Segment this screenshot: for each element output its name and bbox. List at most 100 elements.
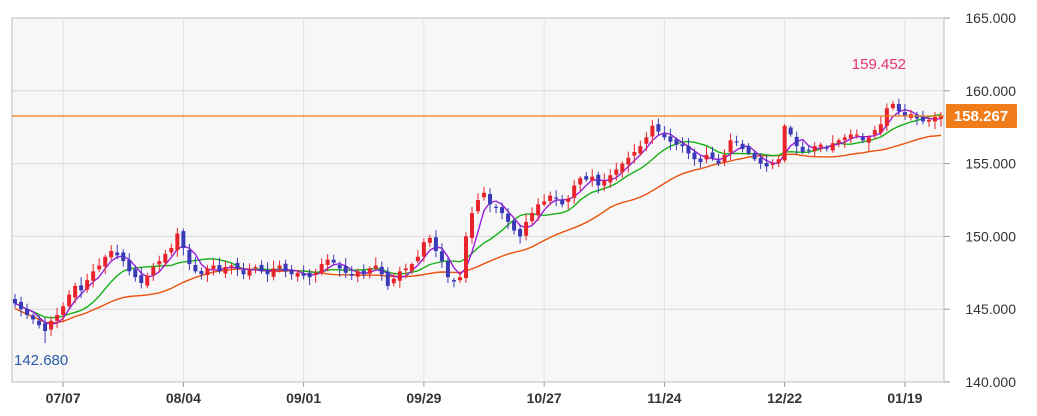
x-tick-label: 11/24: [647, 390, 681, 406]
moving-average-lines: [14, 108, 942, 325]
candle-body: [896, 103, 901, 112]
x-tick-label: 12/22: [767, 390, 802, 406]
candle-body: [818, 144, 823, 148]
candle-body: [572, 185, 577, 198]
candle-body: [506, 213, 511, 222]
candle-body: [397, 271, 402, 281]
candle-body: [848, 134, 853, 139]
candle-body: [830, 143, 835, 151]
candle-body: [427, 237, 432, 243]
candle-body: [139, 275, 144, 283]
candle-body: [842, 137, 847, 141]
ma-long-line: [14, 134, 942, 324]
candle-body: [379, 266, 384, 275]
candle-body: [49, 320, 54, 330]
y-tick-label: 140.000: [965, 374, 1016, 390]
candle-body: [175, 233, 180, 251]
candle-body: [836, 140, 841, 143]
candle-body: [938, 116, 943, 119]
candle-body: [421, 242, 426, 257]
candle-body: [301, 273, 306, 276]
candle-body: [151, 266, 156, 275]
candle-body: [734, 141, 739, 143]
candle-body: [373, 265, 378, 269]
candle-body: [55, 315, 60, 321]
x-tick-label: 10/27: [527, 390, 562, 406]
candle-body: [530, 213, 535, 222]
candle-body: [620, 163, 625, 173]
candle-body: [866, 137, 871, 143]
candle-body: [355, 271, 360, 277]
candle-body: [578, 178, 583, 185]
x-tick-label: 09/29: [406, 390, 441, 406]
candle-body: [788, 127, 793, 135]
candle-body: [500, 207, 505, 214]
candle-body: [271, 268, 276, 277]
candle-body: [103, 256, 108, 267]
current-price-label: 158.267: [954, 108, 1008, 125]
candle-body: [614, 169, 619, 175]
candle-body: [367, 268, 372, 274]
candle-body: [764, 162, 769, 167]
candle-body: [674, 139, 679, 145]
candle-body: [482, 192, 487, 198]
candle-body: [13, 299, 18, 304]
candle-body: [626, 157, 631, 165]
candle-body: [518, 229, 523, 237]
candle-body: [331, 259, 336, 263]
candle-body: [746, 146, 751, 154]
candle-body: [127, 259, 132, 272]
candle-body: [872, 130, 877, 135]
candle-body: [770, 163, 775, 166]
candle-body: [439, 251, 444, 262]
candle-body: [217, 265, 222, 272]
candle-body: [163, 253, 168, 263]
candle-body: [644, 137, 649, 144]
candle-body: [668, 136, 673, 142]
candle-body: [451, 280, 456, 282]
candle-body: [740, 143, 745, 150]
candle-body: [253, 266, 258, 269]
candle-body: [590, 176, 595, 181]
candle-body: [85, 280, 90, 290]
candle-body: [325, 259, 330, 265]
candle-body: [337, 265, 342, 269]
candle-body: [854, 134, 859, 136]
candle-body: [536, 204, 541, 216]
candle-body: [133, 269, 138, 278]
candle-body: [457, 277, 462, 281]
candle-body: [361, 270, 366, 275]
ma-short-line: [14, 108, 942, 325]
candle-body: [193, 264, 198, 272]
candle-body: [494, 206, 499, 208]
axes: 165.000 160.000 155.000 150.000 145.000 140.0…: [46, 10, 1017, 406]
candle-body: [782, 125, 787, 161]
candle-body: [265, 270, 270, 275]
x-tick-label: 08/04: [166, 390, 201, 406]
candle-body: [698, 158, 703, 163]
candle-body: [289, 269, 294, 275]
x-tick-label: 09/01: [286, 390, 321, 406]
high-annotation: 159.452: [852, 56, 906, 73]
candle-body: [566, 198, 571, 202]
candle-body: [61, 306, 66, 315]
candle-body: [692, 152, 697, 160]
candle-body: [602, 181, 607, 186]
y-tick-label: 150.000: [965, 228, 1016, 244]
candle-body: [524, 221, 529, 236]
candle-body: [115, 252, 120, 256]
y-tick-label: 160.000: [965, 83, 1016, 99]
candle-body: [313, 272, 318, 275]
candle-body: [97, 265, 102, 270]
current-price-badge: [946, 104, 1017, 129]
candle-body: [932, 117, 937, 122]
candle-body: [554, 197, 559, 199]
candle-body: [794, 136, 799, 147]
candle-body: [229, 265, 234, 267]
candle-body: [19, 301, 24, 310]
candle-body: [596, 174, 601, 186]
candle-body: [680, 144, 685, 147]
candle-body: [560, 199, 565, 205]
candle-body: [235, 262, 240, 269]
